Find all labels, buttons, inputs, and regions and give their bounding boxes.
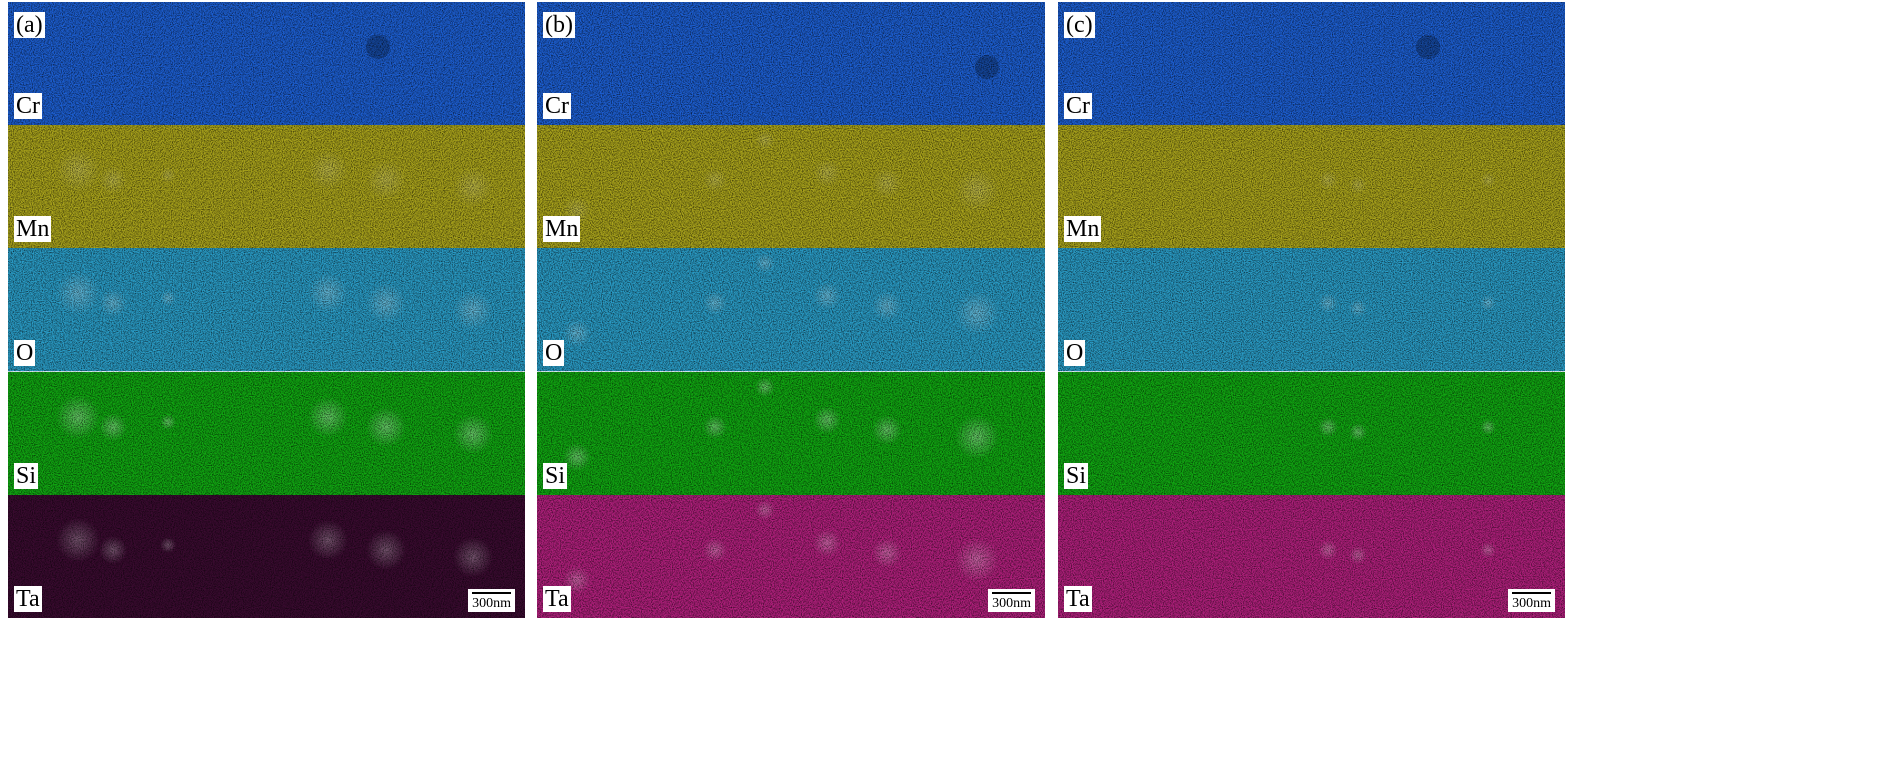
map-o: O: [8, 248, 525, 372]
element-label: O: [14, 339, 36, 366]
panel-b: (b) Cr Mn O: [537, 2, 1045, 618]
element-label: Cr: [14, 93, 42, 120]
panel-label: (b): [543, 12, 575, 38]
map-cr: (c) Cr: [1058, 2, 1565, 126]
element-label: O: [1064, 339, 1086, 366]
map-mn: Mn: [1058, 125, 1565, 249]
map-o: O: [1058, 248, 1565, 372]
element-label: Cr: [543, 93, 571, 120]
element-label: Si: [1064, 462, 1089, 489]
element-label: Ta: [543, 585, 571, 612]
panel-label: (a): [14, 12, 45, 38]
map-cr: (a) Cr: [8, 2, 525, 126]
element-label: Ta: [14, 585, 42, 612]
map-ta: Ta 300nm: [8, 494, 525, 618]
element-label: Mn: [14, 216, 52, 243]
panel-a: (a) Cr Mn O: [8, 2, 525, 618]
map-si: Si: [1058, 371, 1565, 495]
element-label: Si: [543, 462, 568, 489]
panel-c: (c) Cr Mn O: [1058, 2, 1565, 618]
element-label: Cr: [1064, 93, 1092, 120]
element-label: O: [543, 339, 565, 366]
map-ta: Ta 300nm: [537, 494, 1045, 618]
scale-bar-label: 300nm: [472, 595, 511, 611]
scale-bar-label: 300nm: [1512, 595, 1551, 611]
element-label: Ta: [1064, 585, 1092, 612]
map-ta: Ta 300nm: [1058, 494, 1565, 618]
scale-bar-line: [992, 591, 1031, 594]
map-o: O: [537, 248, 1045, 372]
scale-bar-line: [472, 591, 511, 594]
scale-bar-label: 300nm: [992, 595, 1031, 611]
element-label: Mn: [1064, 216, 1102, 243]
map-si: Si: [8, 371, 525, 495]
element-label: Si: [14, 462, 39, 489]
map-mn: Mn: [537, 125, 1045, 249]
scale-bar: 300nm: [988, 588, 1035, 612]
scale-bar-line: [1512, 591, 1551, 594]
panel-label: (c): [1064, 12, 1095, 38]
scale-bar: 300nm: [1508, 588, 1555, 612]
scale-bar: 300nm: [468, 588, 515, 612]
map-mn: Mn: [8, 125, 525, 249]
map-si: Si: [537, 371, 1045, 495]
element-label: Mn: [543, 216, 581, 243]
map-cr: (b) Cr: [537, 2, 1045, 126]
